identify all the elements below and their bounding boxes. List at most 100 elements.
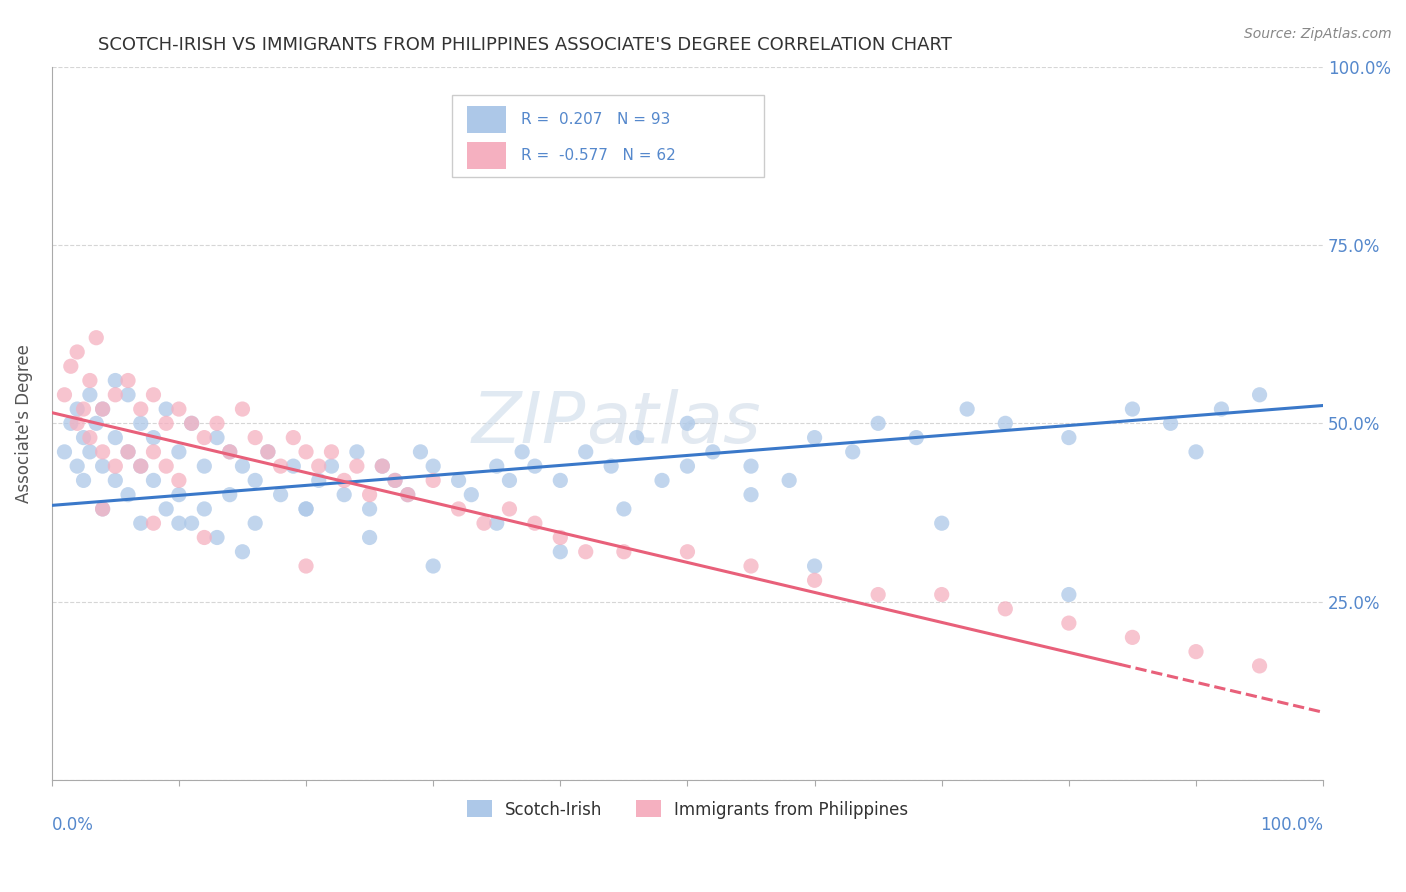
Point [295, 502, 318, 516]
Point [205, 417, 228, 431]
Point [740, 559, 762, 574]
Point [346, 459, 368, 474]
Point [1249, 388, 1271, 402]
Point [651, 474, 673, 488]
Point [155, 402, 177, 417]
Point [117, 488, 139, 502]
Point [308, 474, 330, 488]
Point [231, 402, 253, 417]
Point [510, 445, 533, 459]
Point [117, 374, 139, 388]
Point [868, 588, 890, 602]
Point [1121, 402, 1143, 417]
Point [91, 402, 114, 417]
Point [460, 488, 482, 502]
Point [53, 388, 76, 402]
Point [257, 445, 280, 459]
Legend: Scotch-Irish, Immigrants from Philippines: Scotch-Irish, Immigrants from Philippine… [460, 794, 915, 825]
Point [1057, 588, 1080, 602]
Point [180, 417, 202, 431]
Point [994, 417, 1017, 431]
Point [270, 459, 292, 474]
Point [498, 474, 520, 488]
Point [346, 445, 368, 459]
Point [523, 516, 546, 531]
Point [59, 417, 82, 431]
Point [117, 445, 139, 459]
Point [409, 445, 432, 459]
Point [1057, 431, 1080, 445]
Point [180, 417, 202, 431]
Text: R =  0.207   N = 93: R = 0.207 N = 93 [520, 112, 671, 127]
Text: 100.0%: 100.0% [1260, 815, 1323, 834]
Point [167, 516, 190, 531]
Point [231, 459, 253, 474]
Point [447, 474, 470, 488]
Point [422, 474, 444, 488]
Point [359, 488, 381, 502]
Point [613, 502, 636, 516]
Point [600, 459, 623, 474]
Text: Source: ZipAtlas.com: Source: ZipAtlas.com [1244, 27, 1392, 41]
Point [129, 417, 152, 431]
Point [72, 474, 94, 488]
Point [321, 445, 343, 459]
Point [803, 559, 825, 574]
Point [371, 459, 394, 474]
Point [523, 459, 546, 474]
Text: 0.0%: 0.0% [52, 815, 94, 834]
Point [129, 516, 152, 531]
Point [129, 402, 152, 417]
Point [72, 402, 94, 417]
Point [396, 488, 419, 502]
Point [91, 459, 114, 474]
Point [994, 602, 1017, 616]
Point [485, 516, 508, 531]
Point [422, 559, 444, 574]
Point [740, 459, 762, 474]
Point [84, 331, 107, 345]
Point [270, 488, 292, 502]
Point [104, 459, 127, 474]
Point [167, 474, 190, 488]
Point [104, 388, 127, 402]
Point [91, 502, 114, 516]
Point [1160, 417, 1182, 431]
Point [550, 474, 572, 488]
Point [575, 545, 598, 559]
Point [868, 417, 890, 431]
Point [66, 459, 89, 474]
Point [422, 459, 444, 474]
Point [193, 502, 215, 516]
Point [53, 445, 76, 459]
Point [740, 488, 762, 502]
Point [117, 388, 139, 402]
Point [575, 445, 598, 459]
Text: atlas: atlas [586, 389, 761, 458]
Y-axis label: Associate's Degree: Associate's Degree [15, 344, 32, 503]
Point [66, 345, 89, 359]
Point [91, 402, 114, 417]
Point [321, 459, 343, 474]
Point [129, 459, 152, 474]
Point [1121, 631, 1143, 645]
Point [931, 588, 953, 602]
Point [243, 474, 266, 488]
Point [79, 445, 101, 459]
Point [167, 488, 190, 502]
Point [72, 431, 94, 445]
Point [1249, 659, 1271, 673]
Point [295, 559, 318, 574]
Point [676, 545, 699, 559]
FancyBboxPatch shape [467, 106, 506, 133]
Point [498, 502, 520, 516]
Point [295, 445, 318, 459]
Point [142, 388, 165, 402]
Point [117, 445, 139, 459]
Point [613, 545, 636, 559]
Point [218, 488, 240, 502]
Point [129, 459, 152, 474]
Point [205, 531, 228, 545]
Point [104, 474, 127, 488]
Point [676, 417, 699, 431]
